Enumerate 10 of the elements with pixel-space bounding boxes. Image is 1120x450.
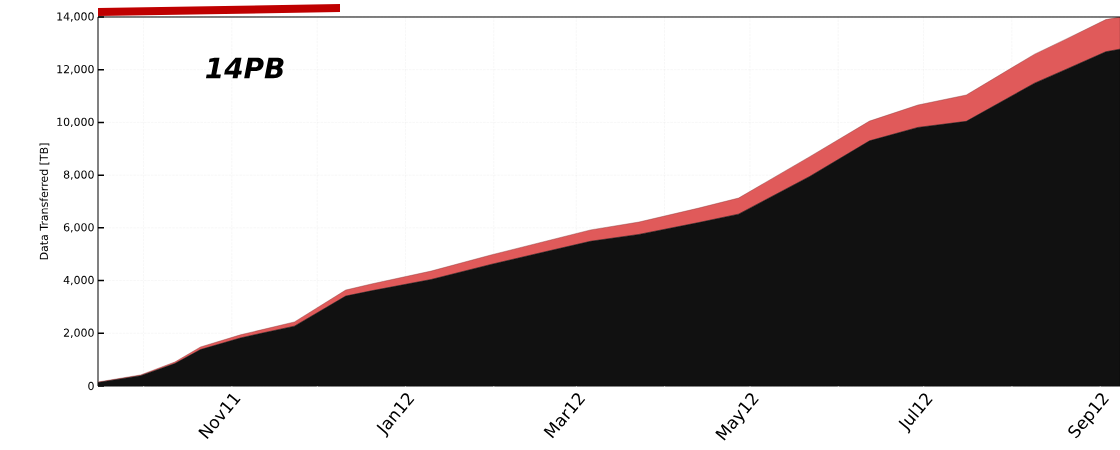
annotation: 14PB (205, 57, 284, 79)
y-tick-label: 8,000 (63, 170, 94, 180)
y-axis-title: Data Transferred [TB] (39, 143, 50, 260)
y-tick-label: 10,000 (57, 117, 94, 128)
y-tick-label: 6,000 (63, 223, 94, 233)
y-tick-label: 12,000 (57, 65, 94, 75)
y-tick-label: 0 (88, 381, 94, 391)
y-tick-label: 2,000 (63, 328, 94, 338)
y-tick-label: 14,000 (57, 12, 94, 22)
y-tick-label: 4,000 (63, 275, 94, 286)
